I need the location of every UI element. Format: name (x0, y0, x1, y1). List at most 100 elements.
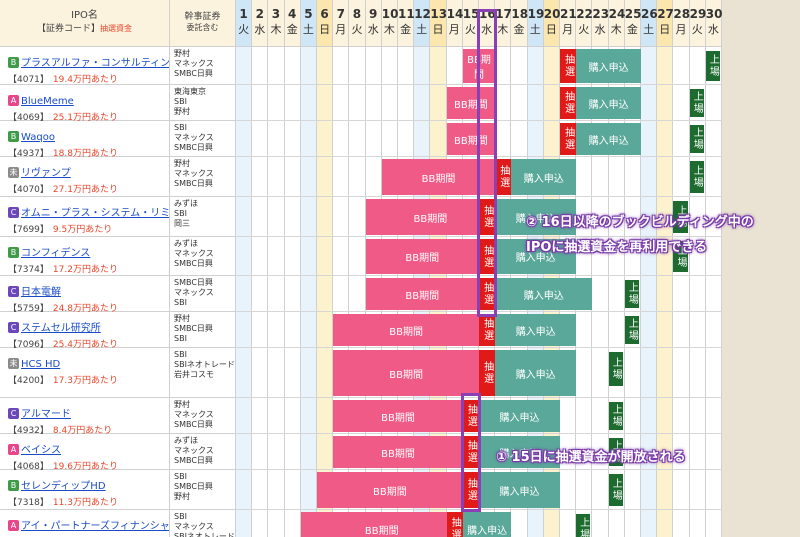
day-column (300, 47, 317, 537)
bb-period-bar: BB期間 (300, 512, 463, 537)
broker-name: SBI (174, 350, 187, 359)
ipo-name-link[interactable]: リヴァンプ (21, 168, 71, 179)
broker-name: SBIネオトレード (174, 360, 235, 369)
day-of-week: 火 (464, 23, 476, 36)
day-of-week: 月 (562, 23, 574, 36)
day-column (641, 47, 658, 537)
broker-name: SBI (174, 298, 187, 307)
listing-day-bar: 上場 (608, 352, 623, 386)
day-of-week: 日 (545, 23, 557, 36)
ipo-name-link[interactable]: セレンディップHD (21, 481, 106, 492)
lottery-day-bar: 抽選 (479, 199, 496, 235)
day-header: 11 金 (398, 0, 415, 47)
day-of-week: 火 (578, 23, 590, 36)
lottery-day-bar: 抽選 (479, 350, 496, 396)
ipo-name-link[interactable]: HCS HD (21, 359, 61, 370)
ipo-name-link[interactable]: ステムセル研究所 (21, 323, 101, 334)
ipo-code-line: 【4068】 19.6万円あたり (8, 459, 169, 472)
broker-name: SMBC日興 (174, 69, 213, 78)
broker-name: SBI (174, 123, 187, 132)
ipo-cell: 未リヴァンプ 【4070】 27.1万円あたり (0, 157, 170, 197)
broker-name: みずほ (174, 436, 198, 445)
day-column (268, 47, 285, 537)
day-of-week: 木 (383, 23, 395, 36)
day-of-week: 木 (610, 23, 622, 36)
bb-period-bar: BB期間 (365, 239, 479, 274)
broker-name: 東海東京 (174, 87, 206, 96)
broker-name: SMBC日興 (174, 420, 213, 429)
day-number: 19 (527, 7, 545, 21)
ipo-header-sub: 【証券コード】抽選資金 (0, 21, 169, 34)
day-of-week: 金 (286, 23, 298, 36)
day-number: 1 (239, 7, 248, 21)
broker-column-header: 幹事証券 委託含む (170, 0, 236, 47)
ipo-name-line: A BlueMeme (8, 89, 169, 108)
ipo-cell: B コンフィデンス 【7374】 17.2万円あたり (0, 237, 170, 276)
day-number: 12 (414, 7, 431, 21)
lottery-day-bar: 抽選 (462, 400, 479, 432)
lottery-day-bar: 抽選 (462, 472, 479, 508)
broker-header-sub: 委託含む (186, 23, 219, 32)
purchase-application-bar: 購入申込 (511, 159, 577, 195)
ipo-name-link[interactable]: プラスアルファ・コンサルティング (21, 58, 169, 69)
lottery-day-bar: 抽選 (495, 159, 512, 195)
bb-period-bar: BB期間 (333, 436, 463, 468)
day-header: 26 土 (641, 0, 658, 47)
day-of-week: 木 (270, 23, 282, 36)
ipo-name-link[interactable]: BlueMeme (21, 96, 74, 107)
broker-cell: SBI マネックス SMBC日興 (170, 121, 236, 157)
ipo-name-link[interactable]: アルマード (21, 409, 71, 420)
purchase-application-bar: 購入申込 (576, 123, 641, 155)
ipo-cell: C 日本電解 【5759】 24.8万円あたり (0, 276, 170, 314)
ipo-name-link[interactable]: ベイシス (21, 445, 61, 456)
day-number: 9 (369, 7, 378, 21)
listing-day-bar: 上場 (624, 316, 639, 344)
ipo-name-link[interactable]: Waqoo (21, 132, 55, 143)
stock-code: 【4937】 (8, 149, 49, 159)
bb-period-bar: BB期間 (333, 400, 463, 432)
broker-name: SMBC日興 (174, 324, 213, 333)
bb-period-bar: BB期間 (365, 199, 496, 235)
ipo-code-line: 【7699】 9.5万円あたり (8, 222, 169, 235)
day-of-week: 日 (319, 23, 331, 36)
rank-badge: A (8, 520, 19, 531)
ipo-name-line: 未リヴァンプ (8, 161, 169, 180)
day-number: 11 (398, 7, 415, 21)
bb-period-bar: BB期間 (333, 350, 479, 396)
broker-cell: SBI SBIネオトレード 岩井コスモ (170, 348, 236, 398)
broker-name: SMBC日興 (174, 143, 213, 152)
ipo-name-link[interactable]: オムニ・プラス・システム・リミテッド (21, 208, 169, 219)
ipo-code-line: 【4932】 8.4万円あたり (8, 423, 169, 436)
highlight-day-16-box (477, 9, 498, 317)
broker-name: SMBC日興 (174, 259, 213, 268)
lottery-day-bar: 抽選 (462, 436, 479, 468)
ipo-name-line: C 日本電解 (8, 280, 169, 299)
day-column (673, 47, 690, 537)
broker-name: SMBC日興 (174, 179, 213, 188)
broker-cell: みずほ マネックス SMBC日興 (170, 434, 236, 470)
broker-name: 岩井コスモ (174, 370, 214, 379)
ipo-name-line: B Waqoo (8, 125, 169, 144)
broker-cell: SMBC日興 マネックス SBI (170, 276, 236, 312)
lottery-amount: 17.2万円あたり (52, 265, 118, 275)
bb-period-bar: BB期間 (381, 159, 496, 195)
lottery-amount: 11.3万円あたり (52, 498, 118, 508)
day-header: 30 水 (705, 0, 723, 47)
broker-name: SMBC日興 (174, 456, 213, 465)
purchase-application-bar: 購入申込 (479, 472, 560, 508)
ipo-name-link[interactable]: アイ・パートナーズフィナンシャル (21, 521, 169, 532)
broker-name: SMBC日興 (174, 482, 213, 491)
ipo-name-link[interactable]: 日本電解 (21, 287, 61, 298)
broker-name: 岡三 (174, 219, 190, 228)
broker-cell: SBI マネックス SBIネオトレード (170, 510, 236, 537)
ipo-name-link[interactable]: コンフィデンス (21, 248, 91, 259)
day-of-week: 火 (238, 23, 250, 36)
annotation-note-2-line2: IPOに抽選資金を再利用できる (526, 240, 708, 255)
day-number: 2 (255, 7, 264, 21)
purchase-application-bar: 購入申込 (462, 512, 512, 537)
